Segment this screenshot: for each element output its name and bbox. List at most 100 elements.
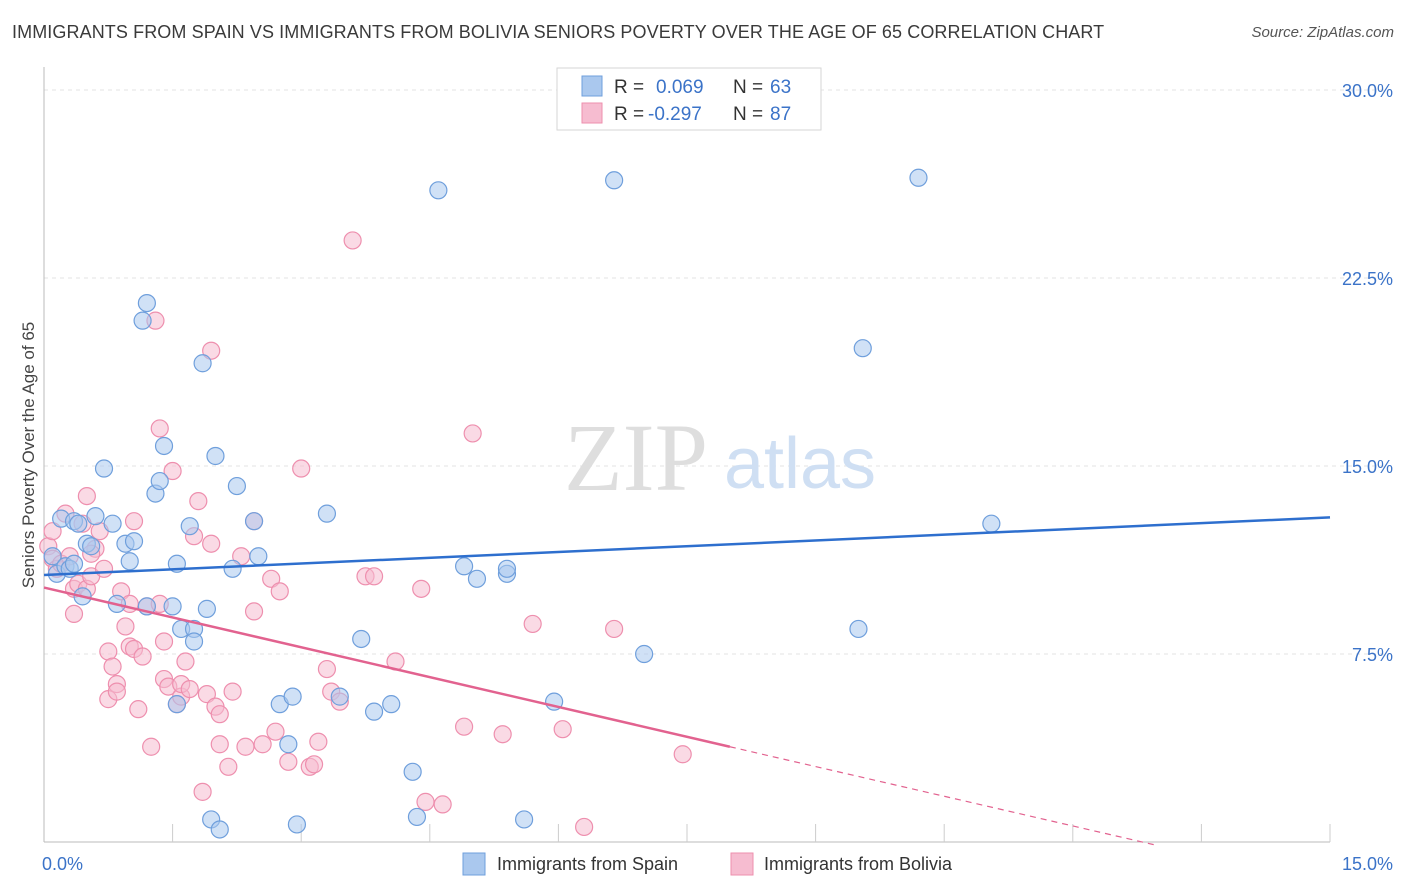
spain-point xyxy=(163,597,182,616)
axis-ticks: 7.5% 15.0% 22.5% 30.0% 0.0% 15.0% xyxy=(42,81,1393,874)
legend-label-spain: Immigrants from Spain xyxy=(497,854,678,874)
bolivia-point xyxy=(343,231,362,250)
bolivia-point xyxy=(575,817,594,837)
spain-point xyxy=(853,339,872,358)
bolivia-point xyxy=(202,341,221,360)
bolivia-point xyxy=(244,602,264,621)
spain-point xyxy=(330,687,349,706)
x-tick-label: 15.0% xyxy=(1342,854,1393,874)
spain-point xyxy=(227,476,246,496)
stats-legend: R = 0.069 N = 63 R = -0.297 N = 87 xyxy=(556,67,822,131)
spain-point xyxy=(467,569,487,588)
stats-r-value-spain: 0.069 xyxy=(656,77,704,98)
bolivia-point xyxy=(673,745,692,764)
spain-point xyxy=(249,547,268,566)
spain-point xyxy=(982,514,1001,533)
bolivia-point xyxy=(364,567,384,586)
bolivia-point xyxy=(64,604,84,624)
spain-point xyxy=(407,807,427,827)
gridlines xyxy=(44,89,1390,655)
bolivia-point xyxy=(197,685,216,704)
bolivia-point xyxy=(210,735,229,754)
spain-point xyxy=(197,599,216,618)
spain-point xyxy=(64,554,84,573)
stats-r-value-bolivia: -0.297 xyxy=(648,104,702,125)
spain-point xyxy=(223,559,242,578)
spain-point xyxy=(287,815,307,834)
watermark-zip: ZIP xyxy=(564,404,708,511)
x-tick-label: 0.0% xyxy=(42,854,83,874)
stats-swatch-bolivia xyxy=(581,102,603,124)
series-spain-points xyxy=(43,168,1001,839)
bolivia-point xyxy=(266,722,285,741)
spain-point xyxy=(184,632,204,651)
stats-r-label-bolivia: R = xyxy=(614,104,644,125)
spain-point xyxy=(352,629,371,649)
spain-point xyxy=(244,512,264,531)
spain-point xyxy=(206,446,225,466)
spain-point xyxy=(180,517,199,536)
spain-point xyxy=(103,514,122,533)
spain-point xyxy=(137,293,156,313)
watermark-atlas: atlas xyxy=(724,424,876,504)
spain-point xyxy=(150,471,169,491)
bolivia-point xyxy=(124,512,144,531)
spain-point xyxy=(193,354,212,373)
bolivia-point xyxy=(116,617,135,636)
bolivia-point xyxy=(94,559,114,578)
bolivia-point xyxy=(292,459,311,478)
bolivia-point xyxy=(189,492,208,511)
bolivia-point xyxy=(202,534,221,553)
stats-n-value-bolivia: 87 xyxy=(770,104,791,125)
bolivia-point xyxy=(463,424,482,443)
watermark: ZIP atlas xyxy=(564,404,876,511)
spain-point xyxy=(364,702,384,721)
bolivia-point xyxy=(236,737,255,756)
stats-swatch-spain xyxy=(581,75,603,97)
legend-label-bolivia: Immigrants from Bolivia xyxy=(764,854,953,874)
spain-point xyxy=(124,532,144,551)
legend-swatch-spain xyxy=(462,852,486,876)
spain-point xyxy=(69,514,88,533)
spain-point xyxy=(317,504,337,523)
stats-r-label-spain: R = xyxy=(614,77,644,98)
spain-point xyxy=(94,459,114,478)
bolivia-point xyxy=(270,582,289,601)
bolivia-point xyxy=(304,755,324,774)
bolivia-point xyxy=(43,522,62,541)
bolivia-point xyxy=(493,725,512,744)
y-tick-label: 7.5% xyxy=(1352,645,1393,665)
stats-n-label-spain: N = xyxy=(733,77,763,98)
bolivia-trend-line xyxy=(43,586,731,748)
spain-point xyxy=(497,559,517,578)
chart-title: IMMIGRANTS FROM SPAIN VS IMMIGRANTS FROM… xyxy=(12,22,1105,42)
spain-point xyxy=(82,537,101,556)
spain-point xyxy=(635,644,654,664)
bolivia-point xyxy=(150,419,169,438)
bolivia-point xyxy=(154,632,174,651)
bolivia-point xyxy=(193,782,212,801)
bolivia-point xyxy=(416,792,435,811)
spain-point xyxy=(133,311,152,330)
spain-point xyxy=(515,810,534,829)
bolivia-point xyxy=(253,735,272,754)
bolivia-point xyxy=(77,486,96,506)
y-tick-label: 15.0% xyxy=(1342,457,1393,477)
bolivia-trend-extension xyxy=(729,746,1159,847)
bolivia-point xyxy=(309,732,328,751)
stats-n-value-spain: 63 xyxy=(770,77,791,98)
bolivia-point xyxy=(317,659,337,679)
y-axis-title: Seniors Poverty Over the Age of 65 xyxy=(19,322,38,588)
spain-trend-line xyxy=(43,516,1331,577)
spain-point xyxy=(86,507,105,526)
bolivia-point xyxy=(262,569,281,588)
series-legend: Immigrants from Spain Immigrants from Bo… xyxy=(462,852,953,876)
bolivia-point xyxy=(99,642,118,661)
bolivia-point xyxy=(103,657,122,676)
y-tick-label: 22.5% xyxy=(1342,269,1393,289)
spain-point xyxy=(403,762,422,781)
bolivia-point xyxy=(107,682,126,701)
spain-point xyxy=(210,820,229,839)
bolivia-point xyxy=(412,579,431,598)
